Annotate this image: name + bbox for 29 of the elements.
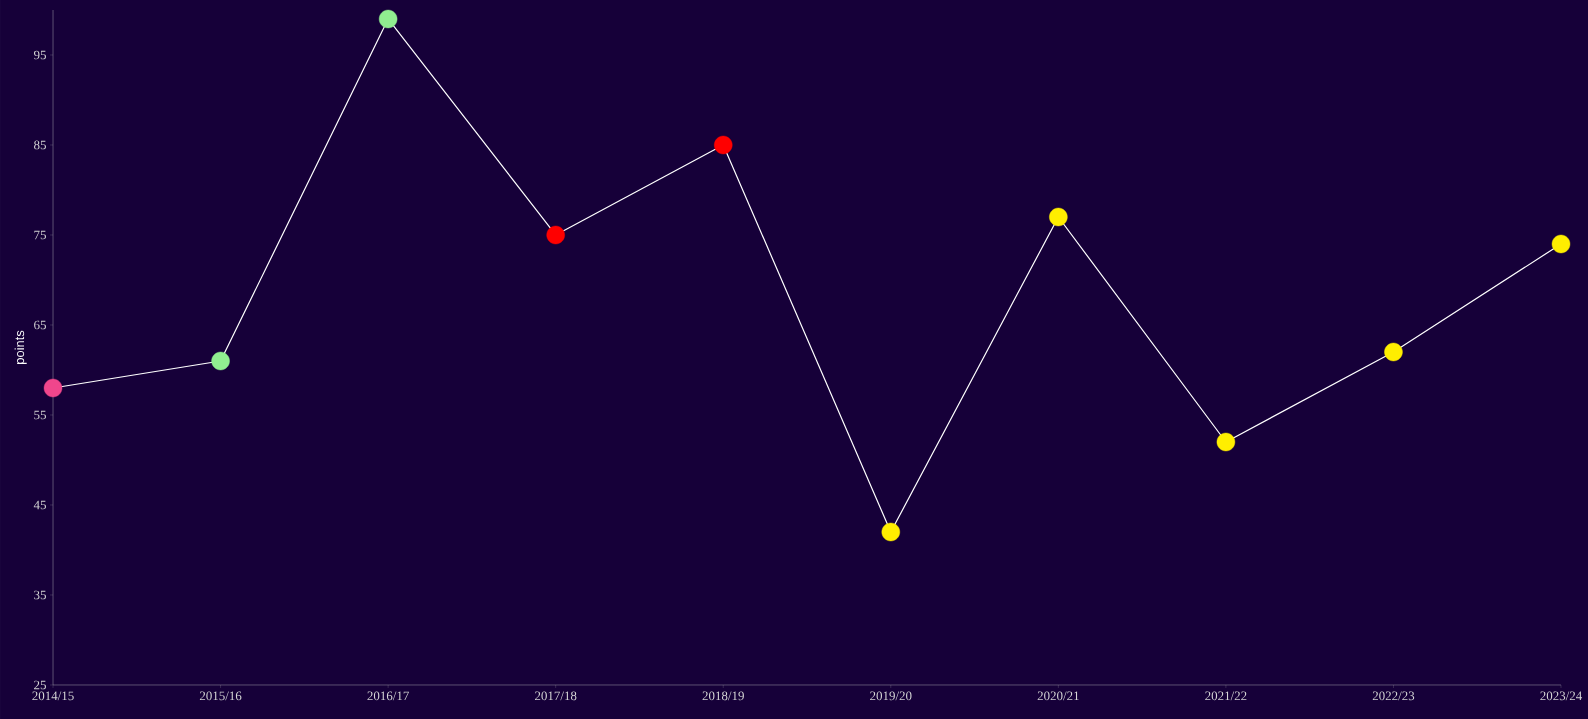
point [1384,342,1403,362]
point [1551,234,1571,254]
y-tick-label: 95 [33,50,46,60]
point [546,225,565,245]
y-tick-label: 35 [34,590,46,600]
x-tick-label: 2017/18 [535,691,577,701]
x-tick-label: 2022/23 [1372,691,1415,701]
y-axis-title: points [14,330,27,364]
y-tick-label: 65 [34,320,46,330]
point [1216,432,1236,452]
point [881,522,900,542]
y-tick-label: 85 [34,140,46,150]
x-tick-label: 2021/22 [1205,691,1247,701]
point [378,9,398,29]
y-tick-label: 45 [33,500,46,510]
x-tick-label: 2018/19 [702,691,744,701]
x-tick-label: 2023/24 [1540,691,1583,701]
x-tick-label: 2015/16 [199,691,242,701]
y-tick-label: 75 [34,230,46,240]
x-tick-label: 2014/15 [32,691,74,701]
y-tick-label: 25 [34,680,46,690]
point [43,378,63,398]
point [1049,207,1068,227]
x-tick-label: 2020/21 [1037,691,1079,701]
y-tick-label: 55 [34,410,46,420]
point [714,135,733,155]
x-tick-label: 2019/20 [870,691,912,701]
point [211,351,230,371]
x-tick-label: 2016/17 [367,691,409,701]
